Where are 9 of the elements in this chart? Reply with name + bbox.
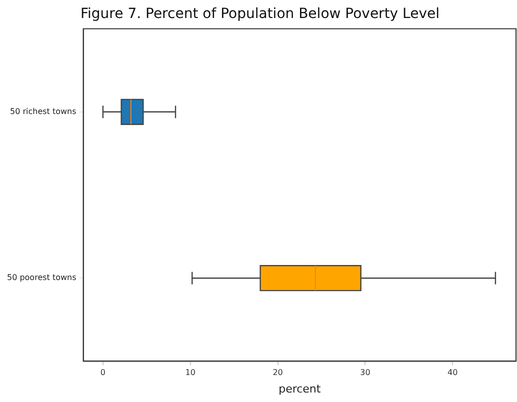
chart-title: Figure 7. Percent of Population Below Poverty Level bbox=[80, 6, 440, 22]
x-axis-title: percent bbox=[278, 382, 322, 396]
y-tick-label: 50 richest towns bbox=[10, 106, 76, 116]
x-tick-label: 10 bbox=[185, 368, 196, 378]
x-tick-label: 20 bbox=[272, 368, 283, 378]
x-tick-label: 0 bbox=[100, 368, 106, 378]
x-tick-label: 30 bbox=[360, 368, 370, 378]
x-tick-label: 40 bbox=[448, 368, 458, 378]
y-tick-label: 50 poorest towns bbox=[6, 273, 76, 282]
